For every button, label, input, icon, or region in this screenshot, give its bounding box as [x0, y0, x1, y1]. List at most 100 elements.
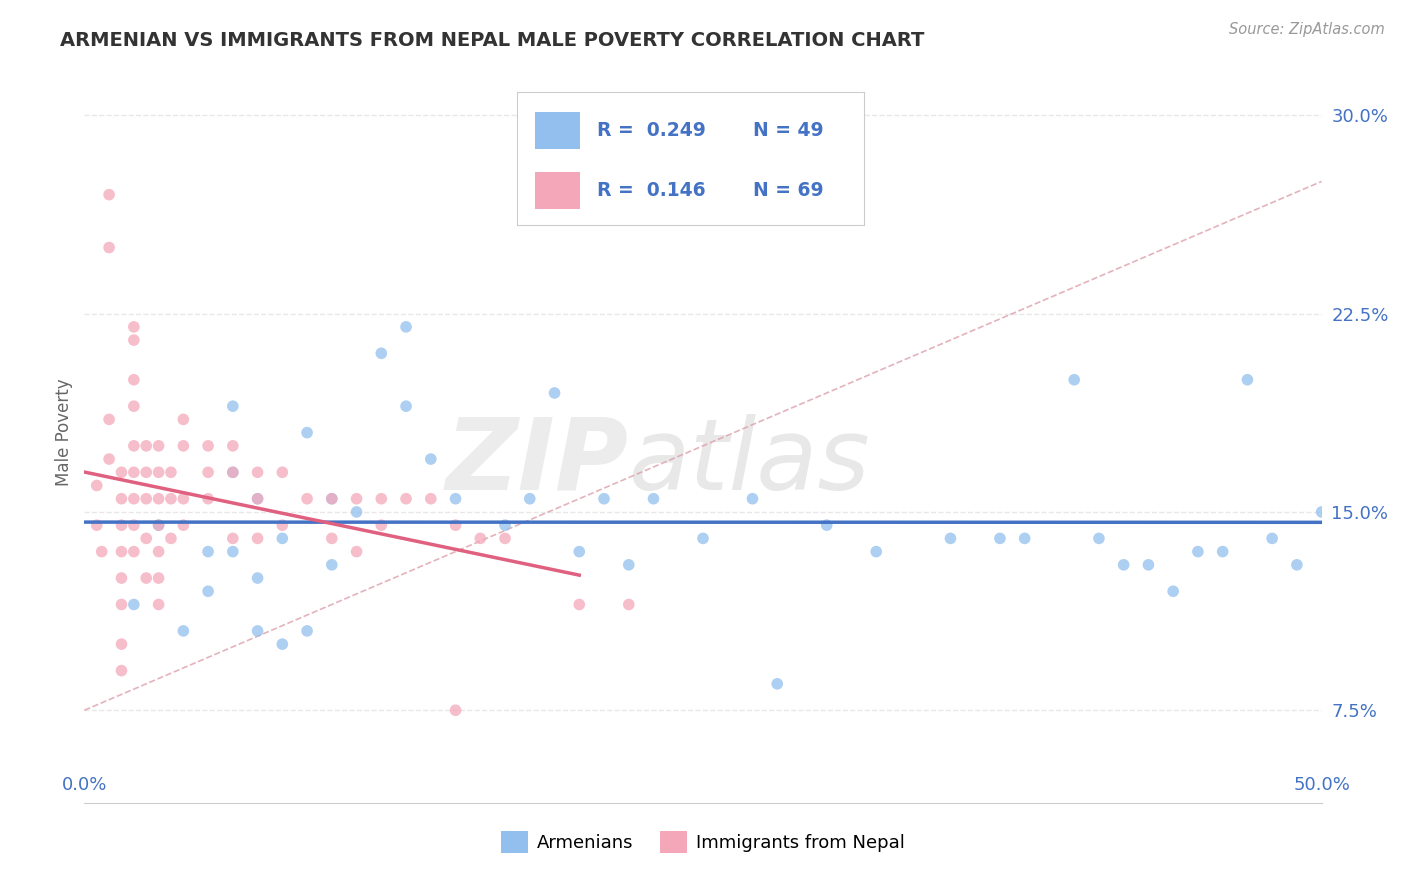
Point: [246, 491, 269, 506]
Point: [110, 518, 132, 533]
Point: [148, 491, 170, 506]
Point: [222, 439, 245, 453]
Point: [1112, 558, 1135, 572]
Text: 50.0%: 50.0%: [1294, 776, 1350, 794]
Point: [110, 598, 132, 612]
Point: [346, 544, 368, 558]
Point: [321, 491, 343, 506]
Point: [1310, 505, 1333, 519]
Point: [122, 518, 145, 533]
Point: [90, 544, 112, 558]
Point: [148, 571, 170, 585]
Point: [865, 544, 887, 558]
Point: [135, 439, 157, 453]
Point: [1088, 532, 1111, 546]
Point: [222, 465, 245, 479]
Point: [110, 491, 132, 506]
Text: atlas: atlas: [628, 414, 870, 511]
Point: [122, 333, 145, 347]
Point: [370, 346, 392, 360]
Point: [419, 491, 441, 506]
Point: [135, 571, 157, 585]
Point: [122, 465, 145, 479]
Point: [988, 532, 1011, 546]
Point: [98, 240, 121, 255]
Point: [1137, 558, 1160, 572]
Point: [444, 518, 467, 533]
Point: [568, 544, 591, 558]
Point: [1161, 584, 1184, 599]
Text: Source: ZipAtlas.com: Source: ZipAtlas.com: [1229, 22, 1385, 37]
Point: [246, 571, 269, 585]
Point: [271, 532, 294, 546]
Point: [122, 319, 145, 334]
Point: [543, 386, 565, 401]
Point: [222, 465, 245, 479]
Point: [122, 373, 145, 387]
Point: [148, 439, 170, 453]
Point: [246, 532, 269, 546]
Point: [197, 491, 219, 506]
Point: [295, 491, 318, 506]
Point: [295, 425, 318, 440]
Point: [122, 439, 145, 453]
Point: [617, 558, 640, 572]
Point: [172, 518, 194, 533]
Point: [370, 518, 392, 533]
Point: [122, 399, 145, 413]
Point: [815, 518, 838, 533]
Point: [271, 637, 294, 651]
Point: [346, 491, 368, 506]
Point: [222, 544, 245, 558]
Point: [246, 624, 269, 638]
Point: [271, 518, 294, 533]
Point: [617, 598, 640, 612]
Point: [395, 491, 418, 506]
Point: [148, 518, 170, 533]
Point: [1187, 544, 1209, 558]
Point: [321, 532, 343, 546]
Point: [444, 491, 467, 506]
Point: [148, 465, 170, 479]
Point: [395, 399, 418, 413]
Point: [197, 584, 219, 599]
Point: [593, 491, 616, 506]
Point: [939, 532, 962, 546]
Point: [172, 439, 194, 453]
Point: [135, 491, 157, 506]
Point: [222, 532, 245, 546]
Point: [98, 412, 121, 426]
Point: [122, 491, 145, 506]
Text: ARMENIAN VS IMMIGRANTS FROM NEPAL MALE POVERTY CORRELATION CHART: ARMENIAN VS IMMIGRANTS FROM NEPAL MALE P…: [59, 30, 924, 50]
Point: [741, 491, 763, 506]
Point: [86, 518, 108, 533]
Point: [86, 478, 108, 492]
Point: [110, 637, 132, 651]
Point: [395, 319, 418, 334]
Point: [135, 465, 157, 479]
Point: [295, 624, 318, 638]
Point: [643, 491, 665, 506]
Point: [160, 465, 183, 479]
Point: [321, 558, 343, 572]
Point: [122, 544, 145, 558]
Point: [494, 518, 516, 533]
Point: [122, 598, 145, 612]
Point: [160, 491, 183, 506]
Point: [197, 439, 219, 453]
Y-axis label: Male Poverty: Male Poverty: [55, 379, 73, 486]
Point: [1063, 373, 1085, 387]
Point: [370, 491, 392, 506]
Point: [246, 465, 269, 479]
Point: [172, 412, 194, 426]
Point: [172, 624, 194, 638]
Point: [148, 518, 170, 533]
Point: [1261, 532, 1284, 546]
Point: [110, 571, 132, 585]
Point: [110, 664, 132, 678]
Point: [98, 187, 121, 202]
Point: [197, 544, 219, 558]
Point: [148, 544, 170, 558]
Point: [1212, 544, 1234, 558]
Point: [444, 703, 467, 717]
